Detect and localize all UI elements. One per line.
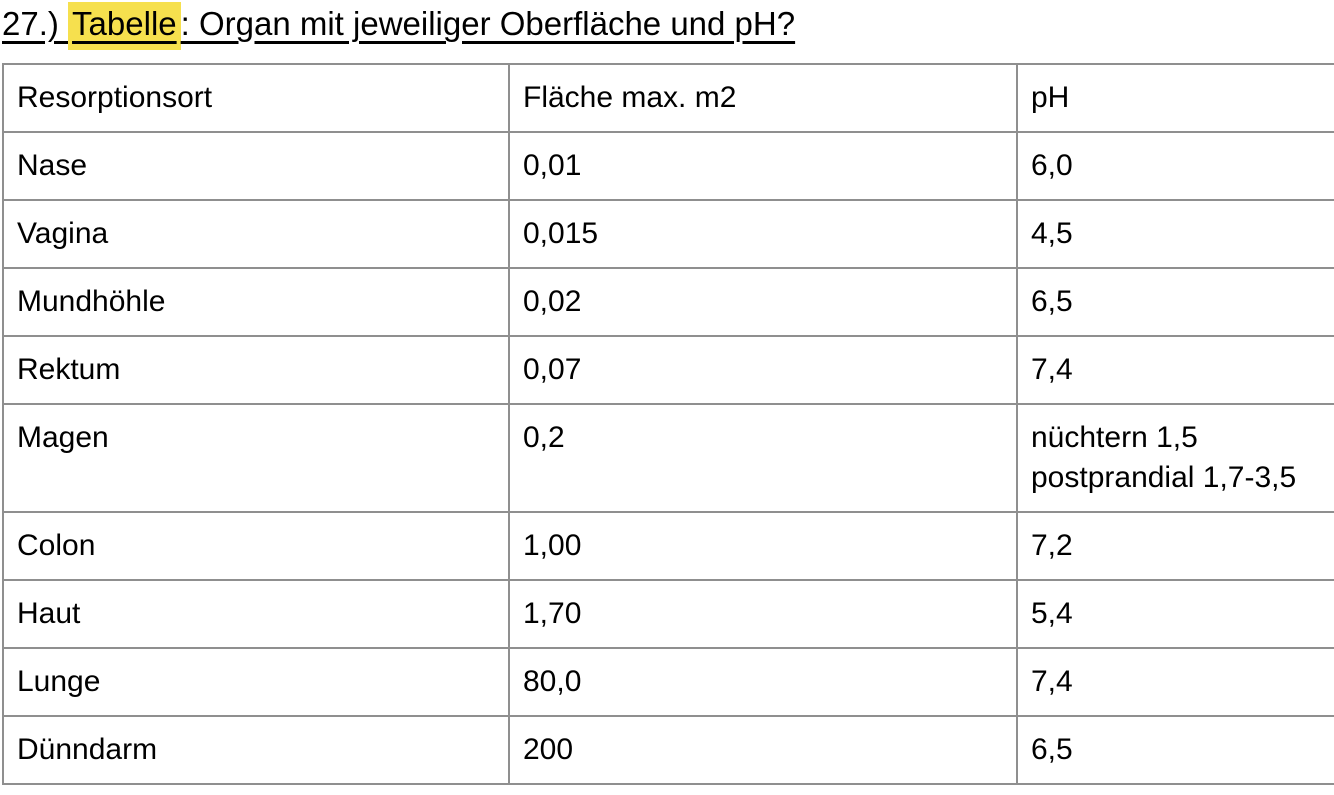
table-cell: 80,0 (508, 647, 1018, 718)
title-number-prefix: 27.) (2, 5, 69, 42)
organ-surface-ph-table: Resorptionsort Fläche max. m2 pH Nase 0,0… (2, 63, 1334, 786)
table-cell: Haut (2, 579, 510, 650)
table-cell: nüchtern 1,5 postprandial 1,7-3,5 (1016, 403, 1334, 514)
table-row: Rektum 0,07 7,4 (2, 335, 1334, 406)
table-cell: Rektum (2, 335, 510, 406)
table-body: Nase 0,01 6,0 Vagina 0,015 4,5 Mundhöhle 0,02 6,… (2, 131, 1334, 786)
table-cell: 0,015 (508, 199, 1018, 270)
table-cell: 4,5 (1016, 199, 1334, 270)
table-cell: 6,5 (1016, 715, 1334, 786)
table-cell: Dünndarm (2, 715, 510, 786)
table-cell: 200 (508, 715, 1018, 786)
table-cell: Magen (2, 403, 510, 514)
table-cell: Nase (2, 131, 510, 202)
column-header-ph: pH (1016, 63, 1334, 134)
table-row: Mundhöhle 0,02 6,5 (2, 267, 1334, 338)
table-row: Haut 1,70 5,4 (2, 579, 1334, 650)
table-cell: Vagina (2, 199, 510, 270)
title-highlighted-word: Tabelle (68, 2, 181, 50)
column-header-flaeche: Fläche max. m2 (508, 63, 1018, 134)
table-cell: Colon (2, 511, 510, 582)
table-cell: 6,5 (1016, 267, 1334, 338)
table-row: Nase 0,01 6,0 (2, 131, 1334, 202)
table-header-row: Resorptionsort Fläche max. m2 pH (2, 63, 1334, 134)
table-row: Vagina 0,015 4,5 (2, 199, 1334, 270)
table-cell: Lunge (2, 647, 510, 718)
table-cell: 7,4 (1016, 335, 1334, 406)
table-cell: 0,02 (508, 267, 1018, 338)
table-cell: 0,2 (508, 403, 1018, 514)
table-cell: 6,0 (1016, 131, 1334, 202)
table-row: Dünndarm 200 6,5 (2, 715, 1334, 786)
table-cell: 0,07 (508, 335, 1018, 406)
page-title: 27.) Tabelle: Organ mit jeweiliger Oberf… (0, 0, 1334, 50)
title-rest: : Organ mit jeweiliger Oberfläche und pH… (180, 5, 796, 42)
table-cell: Mundhöhle (2, 267, 510, 338)
table-row: Colon 1,00 7,2 (2, 511, 1334, 582)
table-cell: 7,2 (1016, 511, 1334, 582)
column-header-resorptionsort: Resorptionsort (2, 63, 510, 134)
table-cell: 1,00 (508, 511, 1018, 582)
table-row: Magen 0,2 nüchtern 1,5 postprandial 1,7-3,… (2, 403, 1334, 514)
table-cell: 5,4 (1016, 579, 1334, 650)
table-cell: 0,01 (508, 131, 1018, 202)
table-cell: 7,4 (1016, 647, 1334, 718)
table-cell: 1,70 (508, 579, 1018, 650)
table-row: Lunge 80,0 7,4 (2, 647, 1334, 718)
